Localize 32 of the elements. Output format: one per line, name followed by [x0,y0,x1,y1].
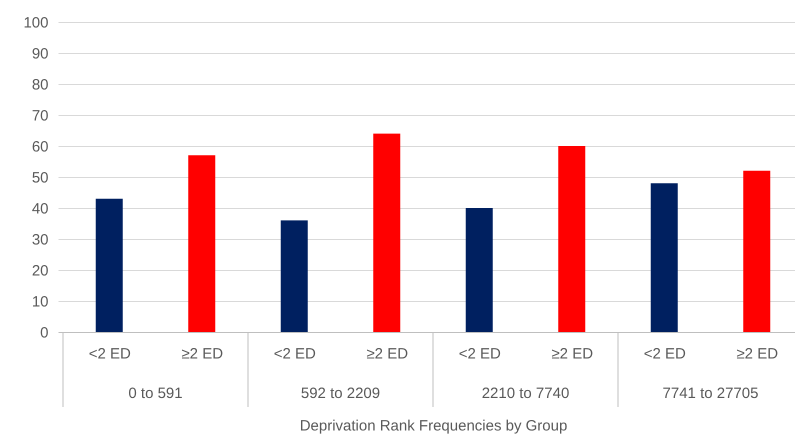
x-tick-label: ≥2 ED [366,346,408,362]
text: 2210 to 7740 [482,385,570,402]
bar [650,183,678,332]
y-tick-label: 10 [32,294,48,310]
text: 592 to 2209 [300,385,380,402]
bar [743,170,770,332]
x-tick-label: <2 ED [274,346,316,362]
y-tick-label: 80 [32,76,48,94]
y-tick-label: 20 [32,262,48,280]
y-tick-label: 30 [32,232,48,248]
x-tick-label: ≥2 ED [736,346,778,362]
x-tick-label: <2 ED [458,346,501,362]
bar [373,134,400,332]
bar [96,198,123,332]
x-tick-label: <2 ED [644,346,686,362]
x-tick-label: ≥2 ED [551,346,594,362]
text: 0 to 591 [128,385,183,402]
x-tick-label: ≥2 ED [181,346,224,362]
bar [280,220,308,332]
x-axis-title: Deprivation Rank Frequencies by Group [300,418,568,434]
y-tick-label: 100 [23,14,48,32]
y-tick-label: 0 [40,324,48,342]
bar [188,155,216,332]
x-tick-label: <2 ED [88,346,131,362]
y-tick-label: 60 [32,138,48,156]
y-tick-label: 40 [32,200,48,218]
bar [558,146,586,332]
text: 7741 to 27705 [662,385,758,402]
y-tick-label: 70 [32,108,48,124]
y-tick-label: 50 [32,170,48,186]
bar [466,208,493,332]
y-tick-label: 90 [32,46,48,62]
